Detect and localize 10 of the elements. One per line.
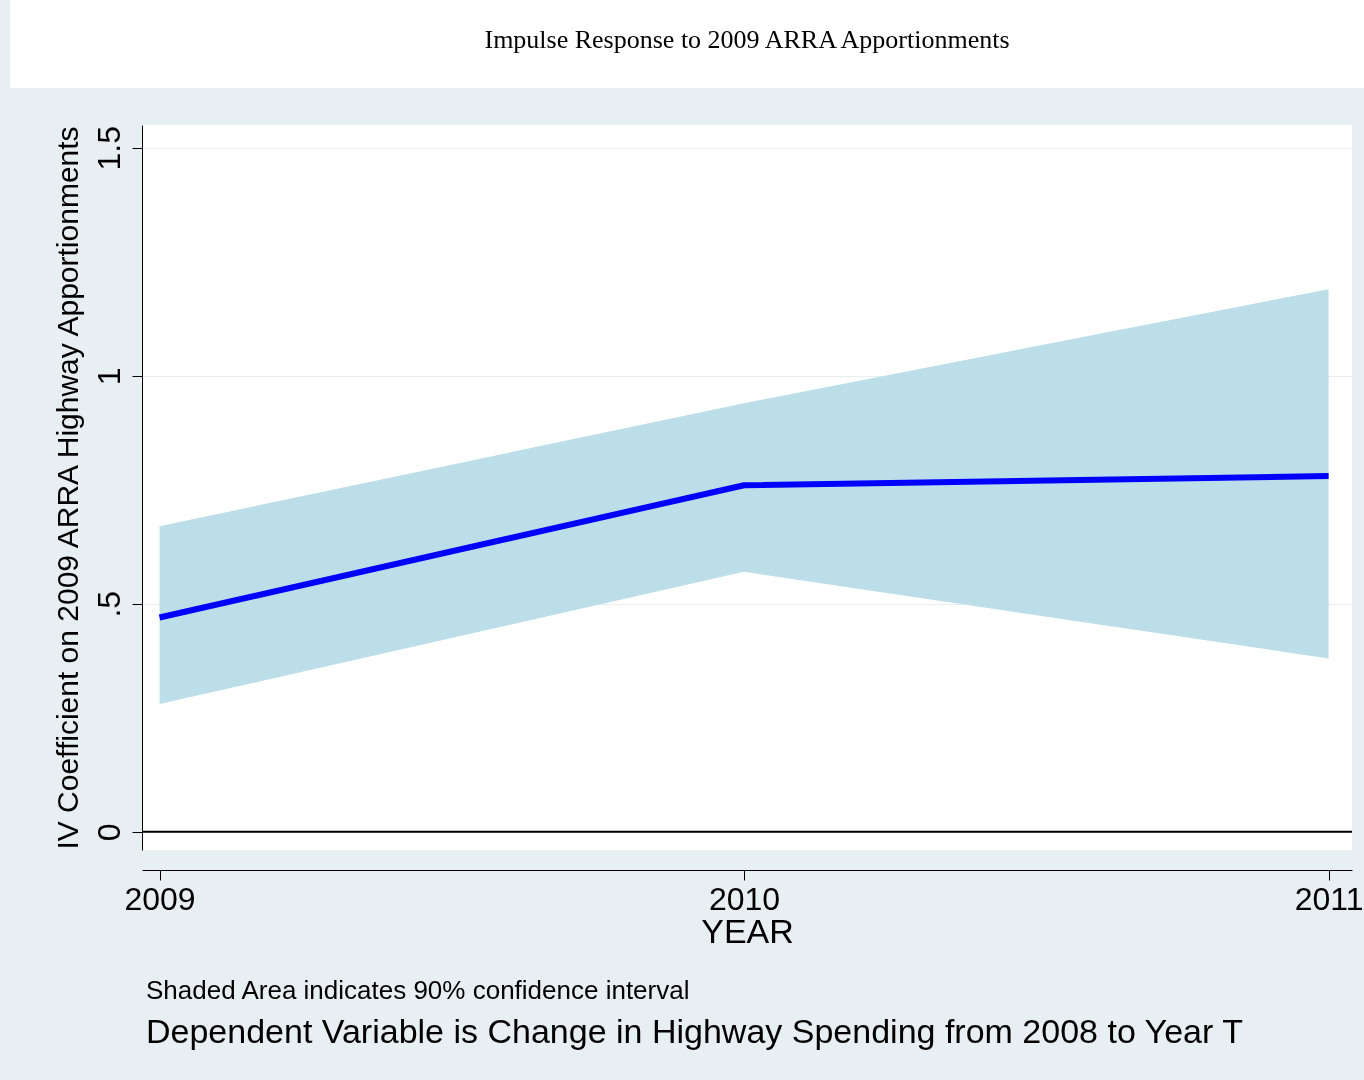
text: Dependent Variable is Change in Highway Spending from 2008 to Year T (146, 1012, 1243, 1051)
y-tick-label: 1 (90, 367, 127, 386)
x-tick-label: 2009 (124, 880, 196, 917)
y-tick-label: 1.5 (90, 126, 127, 171)
y-tick-label: 0 (90, 823, 127, 842)
y-tick-label: .5 (90, 590, 127, 618)
y-axis-title: IV Coefficient on 2009 ARRA Highway Apportionments (50, 126, 84, 850)
chart-title: Impulse Response to 2009 ARRA Apportionments (484, 25, 1010, 55)
text: Shaded Area indicates 90% confidence interval (146, 975, 690, 1006)
x-tick-label: 2011 (1294, 880, 1364, 917)
